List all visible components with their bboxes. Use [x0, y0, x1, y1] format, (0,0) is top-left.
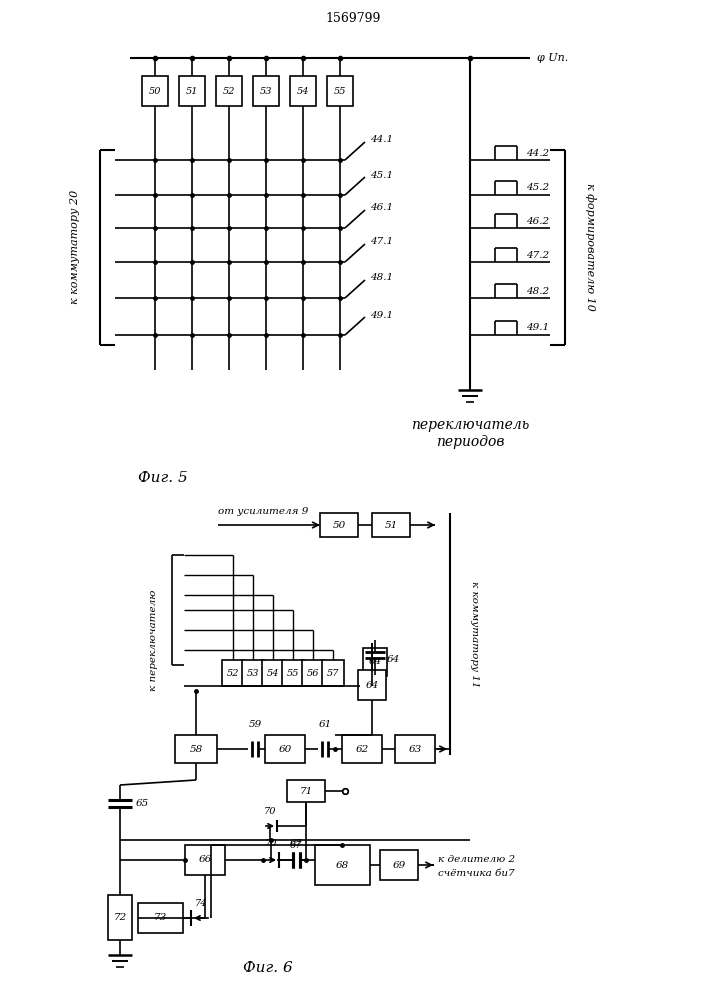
Text: 53: 53	[247, 668, 259, 678]
Text: 60: 60	[279, 744, 291, 754]
Text: 67: 67	[290, 840, 303, 848]
Text: Фиг. 6: Фиг. 6	[243, 961, 293, 975]
Bar	[342, 735, 382, 763]
Bar	[142, 76, 168, 106]
Text: 70: 70	[264, 808, 276, 816]
Text: 62: 62	[356, 744, 368, 754]
Text: к переключателю: к переключателю	[148, 589, 158, 691]
Bar	[320, 513, 358, 537]
Bar	[380, 850, 418, 880]
Bar	[327, 76, 353, 106]
Bar	[179, 76, 205, 106]
Bar	[253, 76, 279, 106]
Text: φ Un.: φ Un.	[537, 53, 568, 63]
Text: 70: 70	[264, 840, 277, 848]
Text: 45.2: 45.2	[526, 184, 549, 192]
Text: к коммутатору 11: к коммутатору 11	[470, 581, 479, 687]
Text: 64: 64	[368, 658, 382, 666]
Bar	[290, 76, 316, 106]
Text: 52: 52	[223, 87, 235, 96]
Text: Фиг. 5: Фиг. 5	[138, 471, 188, 485]
Text: 55: 55	[287, 668, 299, 678]
Text: 64: 64	[366, 680, 379, 690]
Bar	[395, 735, 435, 763]
Text: 57: 57	[327, 668, 339, 678]
Text: 55: 55	[334, 87, 346, 96]
Text: 58: 58	[189, 744, 203, 754]
Text: 66: 66	[199, 856, 211, 864]
Bar	[222, 660, 244, 686]
Text: 67: 67	[290, 842, 303, 850]
Text: 47.2: 47.2	[526, 250, 549, 259]
Text: счётчика би7: счётчика би7	[438, 868, 515, 878]
Text: 51: 51	[186, 87, 198, 96]
Text: 48.1: 48.1	[370, 273, 393, 282]
Text: 54: 54	[267, 668, 279, 678]
Text: 69: 69	[392, 860, 406, 869]
Bar	[322, 660, 344, 686]
Text: 74: 74	[194, 900, 207, 908]
Text: переключатель: переключатель	[411, 418, 529, 432]
Text: 46.1: 46.1	[370, 204, 393, 213]
Text: 49.1: 49.1	[370, 310, 393, 320]
Text: периодов: периодов	[436, 435, 504, 449]
Text: 73: 73	[153, 914, 167, 922]
Bar	[315, 845, 370, 885]
Bar	[282, 660, 304, 686]
Text: 51: 51	[385, 520, 397, 530]
Text: 44.1: 44.1	[370, 135, 393, 144]
Text: к формирователю 10: к формирователю 10	[585, 183, 595, 311]
Text: 1569799: 1569799	[325, 11, 380, 24]
Text: 54: 54	[297, 87, 309, 96]
Text: 59: 59	[248, 720, 262, 729]
Bar	[265, 735, 305, 763]
Text: 72: 72	[113, 912, 127, 922]
Bar	[175, 735, 217, 763]
Bar	[185, 845, 225, 875]
Text: к коммутатору 20: к коммутатору 20	[70, 190, 80, 304]
Text: 44.2: 44.2	[526, 148, 549, 157]
Text: 68: 68	[335, 860, 349, 869]
Bar	[262, 660, 284, 686]
Text: 52: 52	[227, 668, 239, 678]
Text: 48.2: 48.2	[526, 286, 549, 296]
Text: 46.2: 46.2	[526, 217, 549, 226]
Text: 64: 64	[387, 656, 400, 664]
Text: 53: 53	[259, 87, 272, 96]
Bar	[372, 513, 410, 537]
Text: 63: 63	[409, 744, 421, 754]
Bar	[358, 670, 386, 700]
Text: 61: 61	[318, 720, 332, 729]
Text: 71: 71	[299, 786, 312, 796]
Bar	[242, 660, 264, 686]
Text: 50: 50	[332, 520, 346, 530]
Text: 50: 50	[148, 87, 161, 96]
Bar	[108, 895, 132, 940]
Bar	[138, 903, 183, 933]
Text: к делителю 2: к делителю 2	[438, 854, 515, 863]
Text: 47.1: 47.1	[370, 237, 393, 246]
Bar	[216, 76, 242, 106]
Bar	[363, 648, 387, 676]
Bar	[302, 660, 324, 686]
Text: 56: 56	[307, 668, 320, 678]
Text: от усилителя 9: от усилителя 9	[218, 508, 308, 516]
Bar	[287, 780, 325, 802]
Text: 65: 65	[136, 798, 149, 808]
Text: 49.1: 49.1	[526, 324, 549, 332]
Text: 45.1: 45.1	[370, 170, 393, 180]
